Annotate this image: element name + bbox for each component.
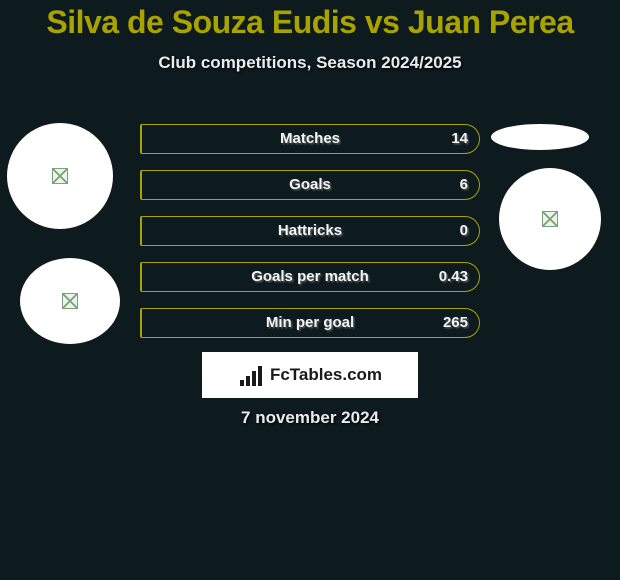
comparison-card: Silva de Souza Eudis vs Juan Perea Club …: [0, 0, 620, 580]
player1-club-avatar: [20, 258, 120, 344]
stat-bar-right: [142, 170, 480, 200]
stats-column: Matches 14 Goals 6 Hattricks 0 Goals per…: [140, 124, 480, 354]
stat-row-goals-per-match: Goals per match 0.43: [140, 262, 480, 292]
stat-row-goals: Goals 6: [140, 170, 480, 200]
generated-date: 7 november 2024: [0, 408, 620, 428]
brand-logo-icon: [238, 364, 264, 386]
player1-avatar: [7, 123, 113, 229]
brand-text: FcTables.com: [270, 365, 382, 385]
broken-image-icon: [62, 293, 78, 309]
stat-bar-right: [142, 262, 480, 292]
broken-image-icon: [52, 168, 68, 184]
stat-bar-right: [142, 308, 480, 338]
page-title: Silva de Souza Eudis vs Juan Perea: [0, 0, 620, 41]
player2-avatar: [491, 124, 589, 150]
stat-row-matches: Matches 14: [140, 124, 480, 154]
brand-link[interactable]: FcTables.com: [202, 352, 418, 398]
stat-row-min-per-goal: Min per goal 265: [140, 308, 480, 338]
stat-bar-right: [142, 216, 480, 246]
broken-image-icon: [542, 211, 558, 227]
stat-bar-right: [142, 124, 480, 154]
player2-club-avatar: [499, 168, 601, 270]
subtitle: Club competitions, Season 2024/2025: [0, 53, 620, 73]
stat-row-hattricks: Hattricks 0: [140, 216, 480, 246]
